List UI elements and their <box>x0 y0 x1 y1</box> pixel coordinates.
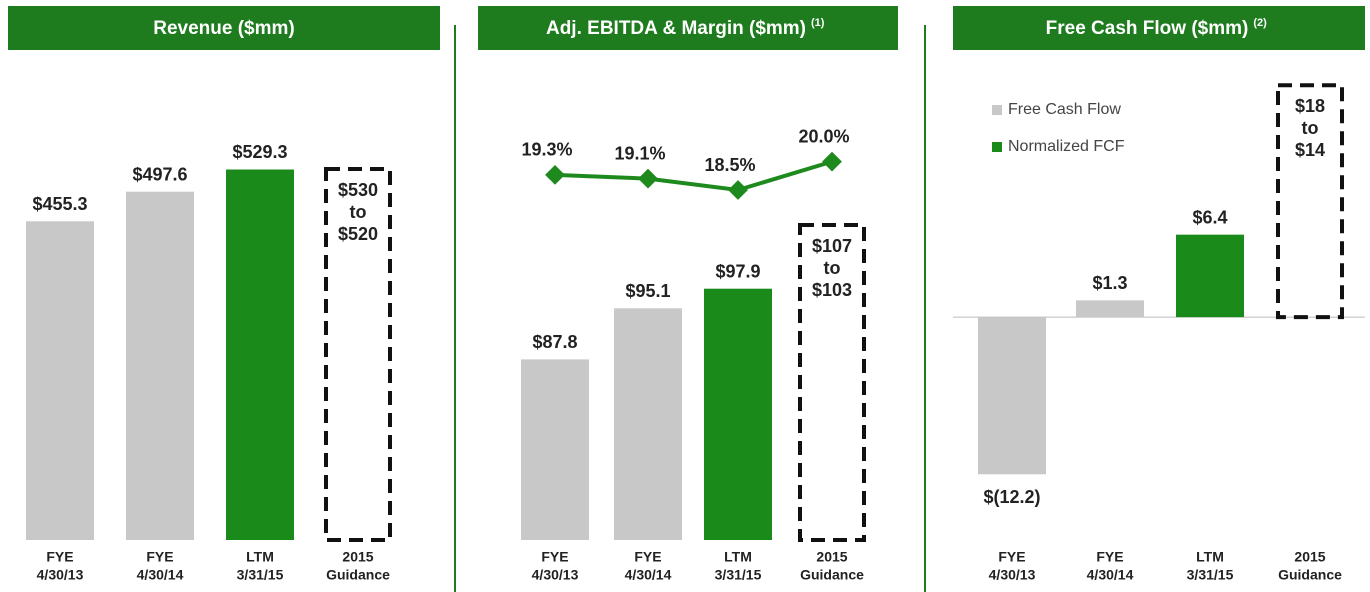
guidance-joiner: to <box>350 202 367 222</box>
x-tick-label: Guidance <box>800 567 864 583</box>
x-tick-label: FYE <box>146 549 173 565</box>
bar <box>126 191 194 540</box>
x-tick-label: FYE <box>46 549 73 565</box>
guidance-label: $530 <box>338 180 378 200</box>
guidance-box <box>1276 83 1344 320</box>
chart-title: Revenue ($mm) <box>153 18 295 39</box>
value-label: $87.8 <box>532 332 577 352</box>
x-tick-label: FYE <box>998 549 1025 565</box>
x-tick-label: 4/30/14 <box>625 567 672 583</box>
bar <box>614 308 682 540</box>
guidance-label: $18 <box>1295 96 1325 116</box>
x-tick-label: 3/31/15 <box>1187 567 1234 583</box>
x-tick-label: 2015 <box>816 549 847 565</box>
title-bar <box>8 6 440 50</box>
x-tick-label: 2015 <box>1294 549 1325 565</box>
value-label: $1.3 <box>1092 273 1127 293</box>
guidance-joiner: to <box>1302 118 1319 138</box>
guidance-label: $103 <box>812 280 852 300</box>
legend-swatch <box>992 142 1002 152</box>
x-tick-label: LTM <box>246 549 274 565</box>
margin-marker <box>728 180 748 200</box>
bar <box>978 317 1046 475</box>
value-label: $529.3 <box>232 142 287 162</box>
value-label: $95.1 <box>625 281 670 301</box>
value-label: $6.4 <box>1192 207 1227 227</box>
title-bar <box>478 6 898 50</box>
guidance-joiner: to <box>824 258 841 278</box>
value-label: $97.9 <box>715 261 760 281</box>
bar <box>521 359 589 540</box>
margin-label: 19.1% <box>614 143 665 163</box>
bar <box>1076 300 1144 318</box>
guidance-label: $14 <box>1295 140 1325 160</box>
margin-label: 19.3% <box>521 140 572 160</box>
x-tick-label: 3/31/15 <box>237 567 284 583</box>
x-tick-label: 4/30/14 <box>1087 567 1134 583</box>
x-tick-label: FYE <box>541 549 568 565</box>
x-tick-label: FYE <box>1096 549 1123 565</box>
x-tick-label: 4/30/13 <box>989 567 1036 583</box>
bar <box>226 169 294 541</box>
margin-marker <box>545 164 565 185</box>
x-tick-label: 4/30/13 <box>37 567 84 583</box>
bar <box>704 288 772 540</box>
chart-title: Free Cash Flow ($mm) <box>1046 18 1249 39</box>
x-tick-label: FYE <box>634 549 661 565</box>
title-bar <box>953 6 1365 50</box>
guidance-box <box>798 223 866 542</box>
value-label: $497.6 <box>132 164 187 184</box>
margin-line <box>554 159 833 193</box>
bar <box>1176 234 1244 318</box>
x-tick-label: 2015 <box>342 549 373 565</box>
title-note: (2) <box>1253 17 1267 29</box>
x-tick-label: 3/31/15 <box>715 567 762 583</box>
margin-label: 20.0% <box>798 126 849 146</box>
bar <box>26 221 94 541</box>
legend-label: Free Cash Flow <box>1008 101 1121 118</box>
legend-swatch <box>992 105 1002 115</box>
margin-marker <box>822 151 842 172</box>
x-tick-label: Guidance <box>1278 567 1342 583</box>
title-note: (1) <box>811 17 825 29</box>
value-label: $(12.2) <box>983 487 1040 507</box>
guidance-box <box>324 167 392 542</box>
x-tick-label: Guidance <box>326 567 390 583</box>
margin-label: 18.5% <box>704 155 755 175</box>
x-tick-label: 4/30/14 <box>137 567 184 583</box>
legend-label: Normalized FCF <box>1008 138 1125 155</box>
x-tick-label: LTM <box>1196 549 1224 565</box>
chart-title: Adj. EBITDA & Margin ($mm) <box>546 18 806 39</box>
x-tick-label: LTM <box>724 549 752 565</box>
guidance-label: $520 <box>338 224 378 244</box>
guidance-label: $107 <box>812 236 852 256</box>
x-tick-label: 4/30/13 <box>532 567 579 583</box>
value-label: $455.3 <box>32 194 87 214</box>
margin-marker <box>638 168 658 189</box>
